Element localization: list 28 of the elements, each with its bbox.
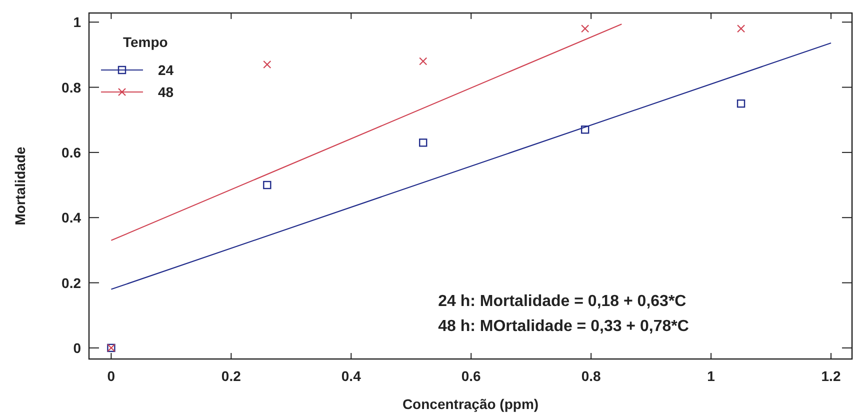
x-tick-label: 0.2 bbox=[221, 368, 242, 384]
x-tick-label: 0.8 bbox=[581, 368, 602, 384]
legend-label: 24 bbox=[158, 62, 174, 78]
annotation: 24 h: Mortalidade = 0,18 + 0,63*C bbox=[438, 292, 687, 310]
x-tick-label: 0.6 bbox=[461, 368, 482, 384]
legend-label: 48 bbox=[158, 84, 174, 100]
x-tick-label: 1 bbox=[707, 368, 716, 384]
y-tick-label: 0.2 bbox=[62, 274, 82, 291]
y-axis-title: Mortalidade bbox=[12, 146, 28, 226]
y-tick-label: 0.8 bbox=[62, 79, 82, 96]
point bbox=[736, 99, 746, 108]
point bbox=[263, 60, 272, 69]
point bbox=[419, 57, 428, 66]
x-axis-title: Concentração (ppm) bbox=[402, 396, 539, 412]
point bbox=[419, 138, 428, 147]
point bbox=[580, 126, 590, 134]
x-tick-label: 0.4 bbox=[341, 368, 362, 384]
point bbox=[581, 24, 590, 33]
y-tick-label: 1 bbox=[73, 14, 82, 30]
x-tick-label: 0 bbox=[107, 368, 116, 384]
annotation: 48 h: MOrtalidade = 0,33 + 0,78*C bbox=[438, 318, 690, 335]
legend-title: Tempo bbox=[123, 34, 168, 50]
point bbox=[263, 180, 272, 190]
y-tick-label: 0.4 bbox=[62, 210, 82, 226]
y-tick-label: 0 bbox=[73, 340, 82, 356]
y-tick-label: 0.6 bbox=[62, 144, 82, 160]
point bbox=[736, 24, 746, 33]
x-tick-label: 1.2 bbox=[821, 368, 841, 384]
